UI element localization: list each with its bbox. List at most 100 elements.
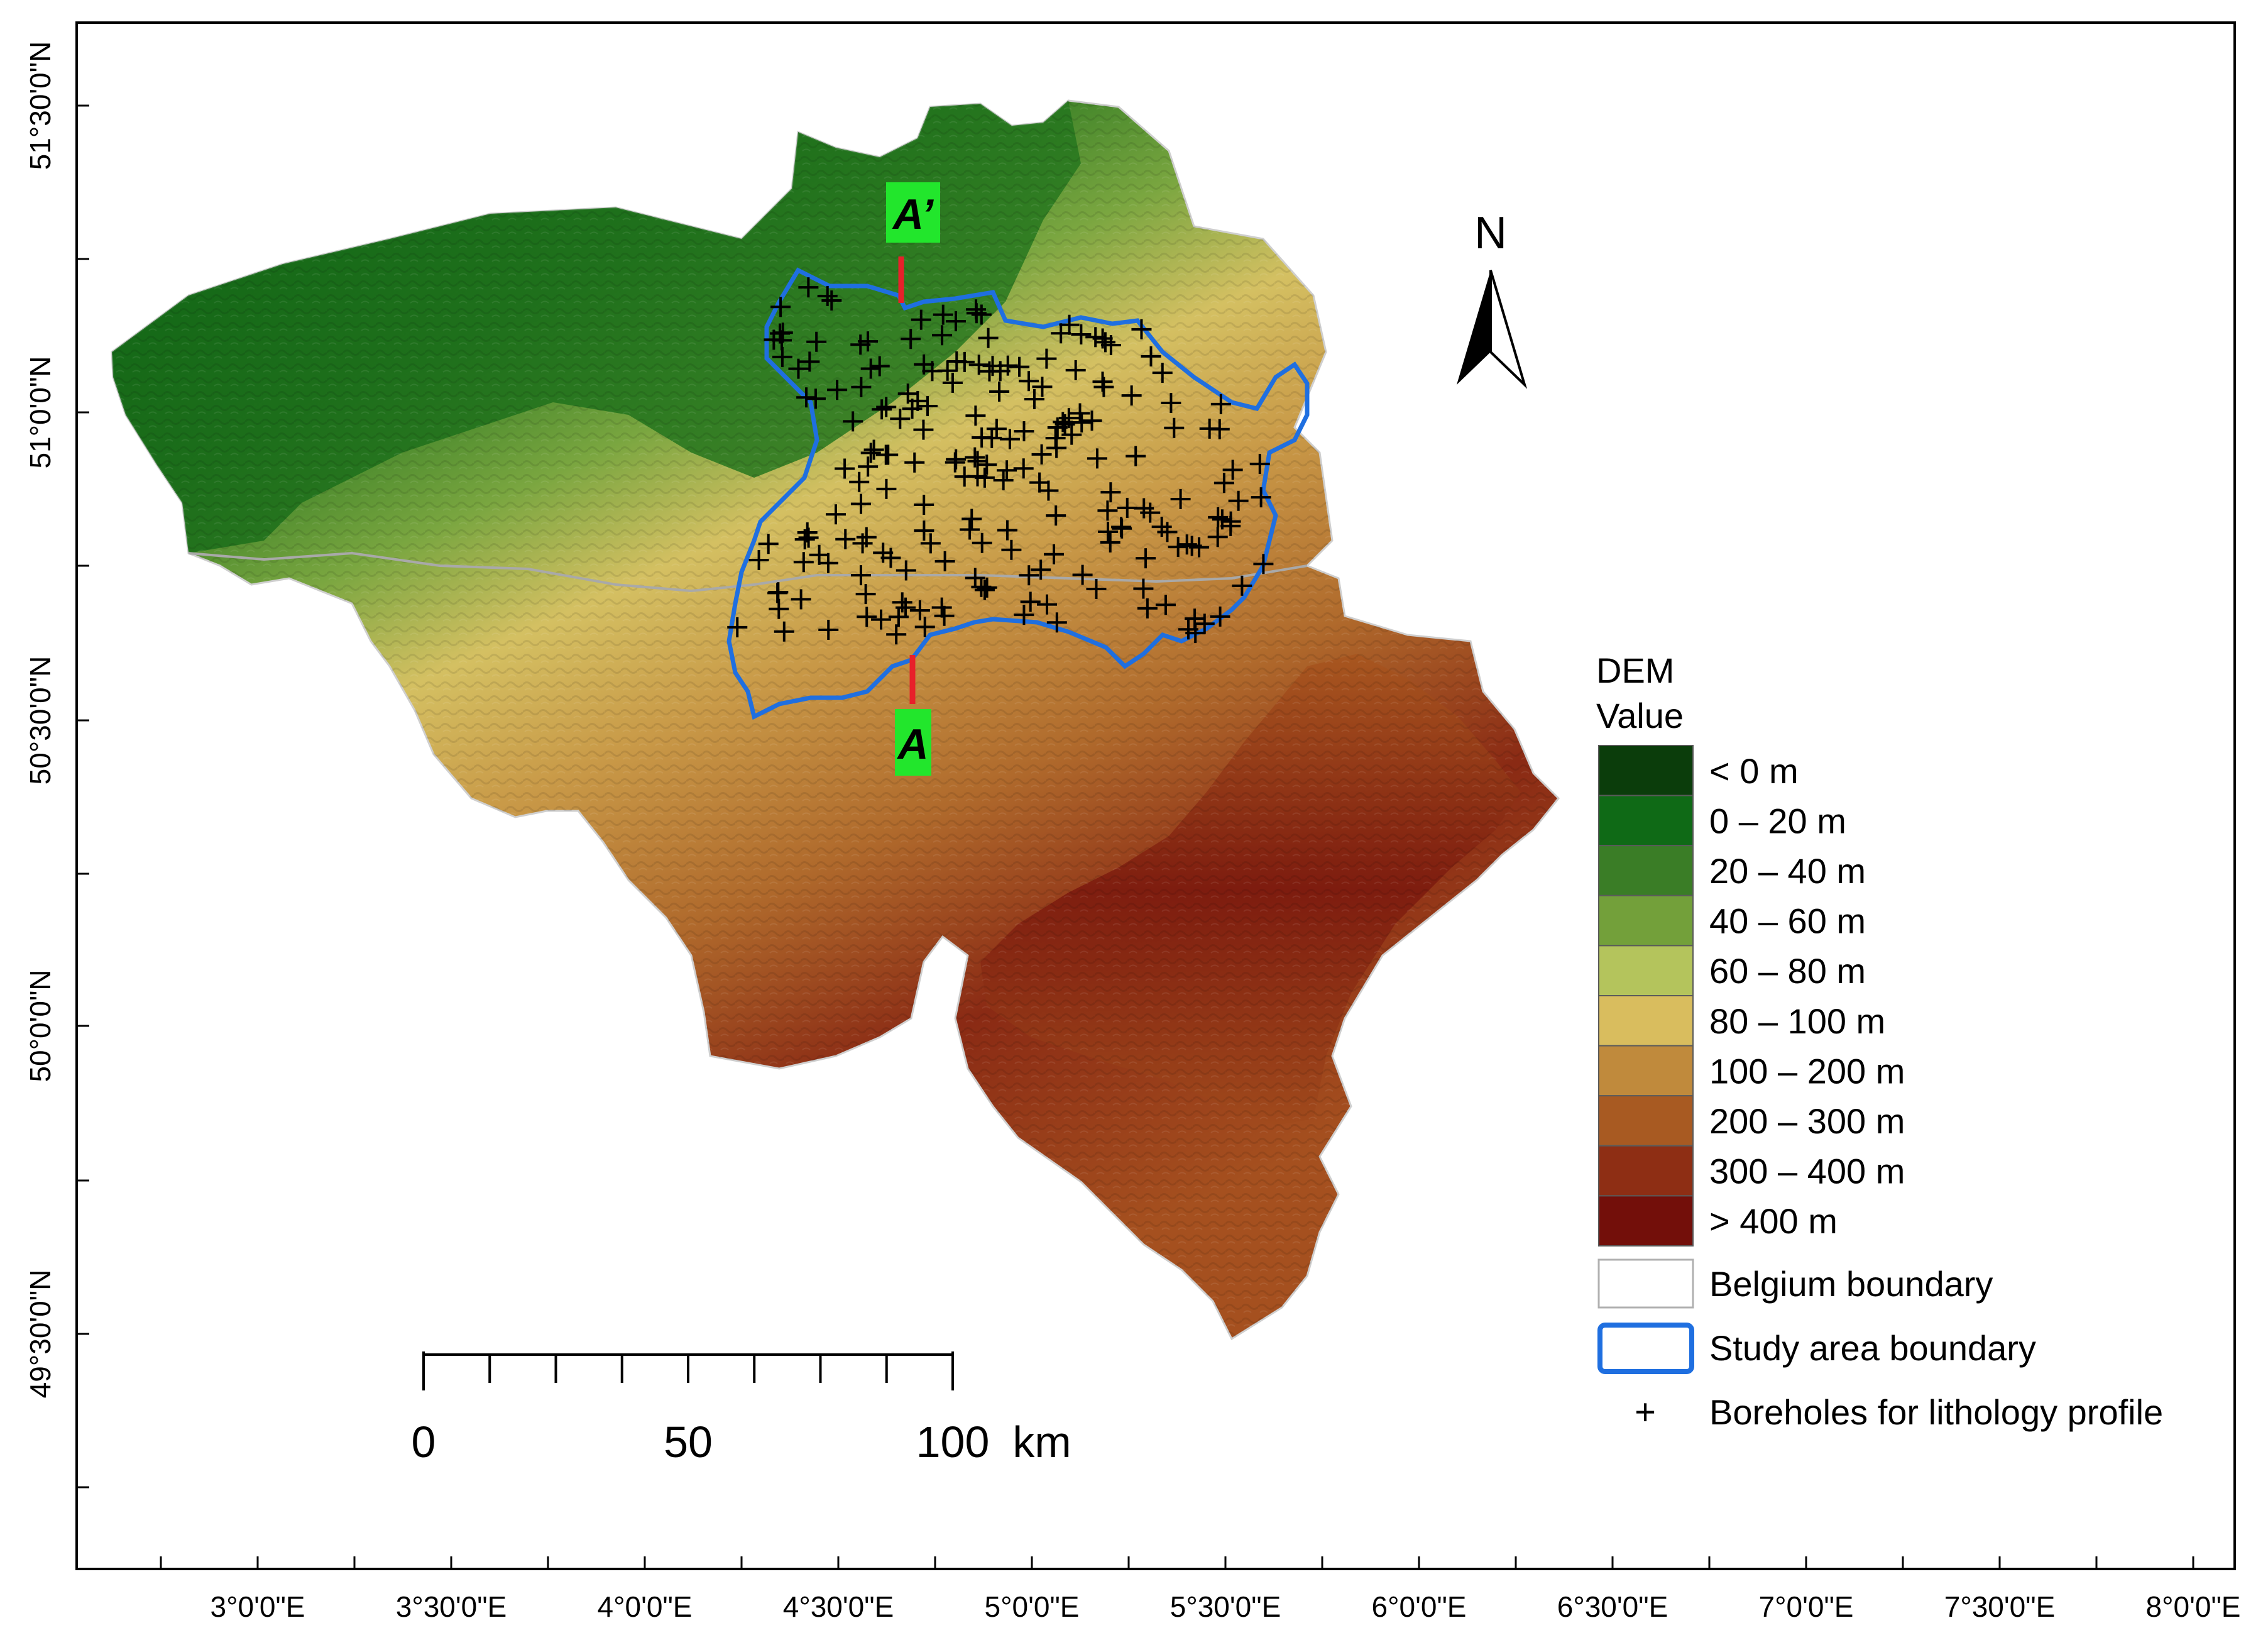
borehole-marker — [1059, 314, 1080, 335]
borehole-marker — [993, 470, 1014, 491]
profile-line-group: A’ A — [886, 182, 940, 776]
borehole-marker — [965, 447, 985, 468]
borehole-marker — [805, 388, 826, 409]
borehole-marker — [850, 565, 871, 586]
borehole-marker — [1046, 438, 1067, 458]
legend-dem-classes: < 0 m 0 – 20 m 20 – 40 m 40 – 60 m 60 – 80 m… — [1598, 745, 1905, 1247]
legend-dem-label: 0 – 20 m — [1709, 801, 1846, 840]
lon-label: 6°30'0"E — [1557, 1590, 1668, 1623]
legend-dem-swatch — [1598, 1145, 1694, 1197]
legend-dem-swatch — [1598, 1045, 1694, 1097]
lat-label: 49°30'0"N — [24, 1270, 57, 1399]
borehole-marker — [1207, 527, 1228, 548]
profile-label-a-prime: A’ — [892, 190, 934, 238]
borehole-marker — [961, 509, 982, 529]
north-arrow-label: N — [1474, 208, 1507, 258]
lon-label: 4°30'0"E — [783, 1590, 894, 1623]
borehole-marker — [1249, 454, 1270, 475]
borehole-marker — [825, 504, 846, 525]
profile-label-a-box — [895, 709, 931, 776]
borehole-marker — [849, 471, 870, 492]
borehole-marker — [1001, 539, 1022, 560]
legend-dem-label: 60 – 80 m — [1709, 951, 1866, 991]
borehole-marker — [997, 520, 1017, 541]
borehole-marker — [1111, 517, 1132, 537]
borehole-marker — [1097, 522, 1118, 542]
borehole-marker — [932, 325, 953, 346]
borehole-marker — [1065, 360, 1086, 380]
legend-dem-swatch — [1598, 745, 1694, 796]
borehole-marker — [791, 589, 811, 610]
borehole-marker — [1087, 448, 1107, 469]
legend-dem-swatch — [1598, 894, 1694, 947]
borehole-marker — [1044, 544, 1065, 564]
borehole-marker — [945, 311, 966, 332]
borehole-marker — [764, 329, 784, 350]
borehole-markers — [727, 277, 1274, 645]
borehole-marker — [1019, 371, 1039, 392]
legend-dem-label: 20 – 40 m — [1709, 851, 1866, 891]
north-arrow-light-half — [1489, 270, 1528, 389]
legend: DEM Value < 0 m 0 – 20 m 20 – 40 m 40 – 60 … — [1596, 651, 2163, 1433]
borehole-marker — [1058, 408, 1079, 429]
borehole-marker — [1013, 458, 1034, 479]
latitude-ticks: 51°30'0"N 51°0'0"N 50°30'0"N 50°0'0"N 49°30'… — [24, 41, 89, 1489]
borehole-marker — [997, 460, 1017, 481]
lon-label: 7°0'0"E — [1759, 1590, 1854, 1623]
borehole-marker — [817, 285, 838, 306]
borehole-marker — [1194, 614, 1215, 634]
borehole-marker — [989, 381, 1010, 402]
lat-label: 50°30'0"N — [24, 656, 57, 785]
borehole-marker — [869, 356, 890, 377]
borehole-marker — [1037, 594, 1058, 615]
borehole-marker — [1024, 389, 1044, 410]
scale-bar-label: 50 — [664, 1417, 713, 1467]
borehole-marker — [1170, 488, 1191, 509]
legend-borehole-symbol: + — [1635, 1392, 1656, 1433]
belgium-dem-layer — [111, 99, 1560, 1341]
legend-dem-swatch — [1598, 995, 1694, 1047]
legend-dem-swatch — [1598, 845, 1694, 896]
borehole-marker — [876, 478, 897, 499]
borehole-marker — [1031, 559, 1051, 580]
legend-dem-label: < 0 m — [1709, 751, 1799, 791]
lon-label: 8°0'0"E — [2146, 1590, 2241, 1623]
borehole-marker — [758, 534, 779, 554]
legend-dem-label: 200 – 300 m — [1709, 1101, 1905, 1141]
lat-label: 51°0'0"N — [24, 356, 57, 468]
borehole-marker — [1208, 507, 1229, 527]
borehole-marker — [1051, 323, 1071, 344]
borehole-marker — [806, 331, 827, 352]
borehole-marker — [954, 351, 975, 372]
borehole-marker — [967, 466, 988, 487]
scale-bar-label: 0 — [412, 1417, 436, 1467]
borehole-marker — [931, 597, 952, 618]
borehole-marker — [1046, 612, 1067, 633]
borehole-marker — [772, 346, 792, 367]
lon-label: 3°0'0"E — [211, 1590, 305, 1623]
borehole-marker — [1213, 473, 1234, 493]
legend-title-dem: DEM — [1596, 651, 1674, 690]
borehole-marker — [934, 605, 955, 626]
study-area-boundary — [726, 267, 1310, 720]
lon-label: 5°0'0"E — [985, 1590, 1080, 1623]
borehole-marker — [1155, 595, 1176, 615]
scale-bar-label: 100 — [916, 1417, 990, 1467]
borehole-marker — [1097, 500, 1118, 521]
borehole-marker — [1020, 592, 1041, 612]
north-arrow: N — [1457, 208, 1528, 389]
borehole-marker — [851, 377, 872, 397]
borehole-marker — [1117, 497, 1137, 518]
lat-label: 51°30'0"N — [24, 41, 57, 170]
lon-label: 4°0'0"E — [598, 1590, 693, 1623]
borehole-marker — [727, 617, 748, 637]
lon-label: 3°30'0"E — [396, 1590, 507, 1623]
borehole-marker — [1181, 536, 1202, 556]
borehole-marker — [1222, 460, 1243, 480]
borehole-marker — [1100, 335, 1121, 356]
legend-dem-swatch — [1598, 945, 1694, 997]
lon-label: 5°30'0"E — [1170, 1590, 1281, 1623]
borehole-marker — [860, 358, 881, 379]
profile-label-a: A — [896, 720, 928, 768]
legend-dem-label: 80 – 100 m — [1709, 1001, 1885, 1041]
